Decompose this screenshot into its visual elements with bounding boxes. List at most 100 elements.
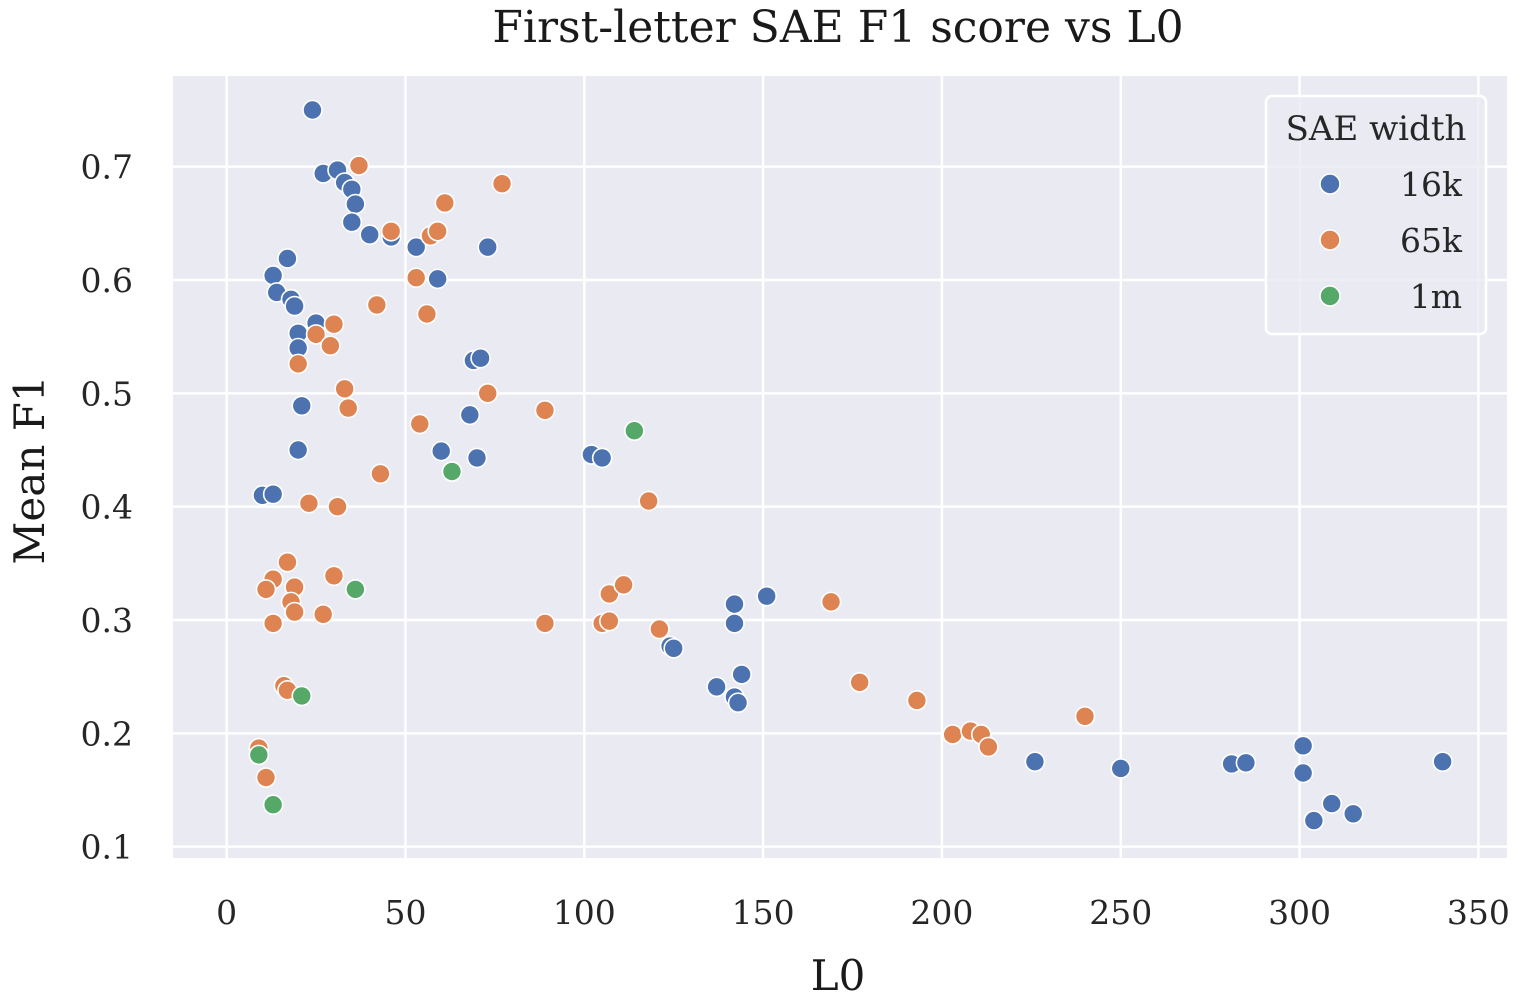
data-point-16k bbox=[285, 297, 304, 316]
data-point-16k bbox=[264, 266, 283, 285]
x-tick-label: 250 bbox=[1089, 893, 1152, 932]
data-point-1m bbox=[625, 421, 644, 440]
data-point-65k bbox=[614, 575, 633, 594]
x-tick-label: 100 bbox=[553, 893, 616, 932]
data-point-65k bbox=[328, 497, 347, 516]
scatter-chart: 0 50 100 150 200 250 300 350 0.10.20.30.40.50.6… bbox=[0, 0, 1523, 1008]
data-point-65k bbox=[535, 614, 554, 633]
legend-title: SAE width bbox=[1286, 109, 1467, 149]
x-tick-label: 50 bbox=[384, 893, 426, 932]
data-point-65k bbox=[407, 268, 426, 287]
data-point-16k bbox=[1322, 794, 1341, 813]
y-tick-label: 0.3 bbox=[81, 601, 133, 640]
x-tick-label: 350 bbox=[1447, 893, 1510, 932]
data-point-16k bbox=[1111, 759, 1130, 778]
data-point-16k bbox=[342, 213, 361, 232]
x-axis-label: L0 bbox=[811, 951, 866, 1000]
data-point-65k bbox=[285, 603, 304, 622]
data-point-16k bbox=[1294, 736, 1313, 755]
data-point-65k bbox=[417, 305, 436, 324]
data-point-65k bbox=[264, 614, 283, 633]
data-point-16k bbox=[707, 677, 726, 696]
data-point-65k bbox=[382, 222, 401, 241]
y-tick-label: 0.7 bbox=[81, 148, 133, 187]
data-point-16k bbox=[432, 442, 451, 461]
legend-label-65k: 65k bbox=[1400, 221, 1463, 260]
data-point-65k bbox=[335, 379, 354, 398]
data-point-16k bbox=[467, 448, 486, 467]
data-point-16k bbox=[428, 269, 447, 288]
data-point-16k bbox=[478, 238, 497, 257]
x-tick-label: 200 bbox=[910, 893, 973, 932]
data-point-16k bbox=[757, 587, 776, 606]
data-point-16k bbox=[732, 665, 751, 684]
data-point-65k bbox=[278, 553, 297, 572]
data-point-1m bbox=[264, 795, 283, 814]
data-point-65k bbox=[650, 620, 669, 639]
data-point-65k bbox=[371, 464, 390, 483]
data-point-65k bbox=[428, 222, 447, 241]
data-point-65k bbox=[410, 414, 429, 433]
data-point-16k bbox=[1236, 753, 1255, 772]
x-tick-labels: 0 50 100 150 200 250 300 350 bbox=[216, 893, 1510, 932]
data-point-16k bbox=[1433, 752, 1452, 771]
data-point-65k bbox=[435, 193, 454, 212]
data-point-65k bbox=[478, 384, 497, 403]
data-point-16k bbox=[1344, 804, 1363, 823]
data-point-65k bbox=[256, 580, 275, 599]
data-point-1m bbox=[346, 580, 365, 599]
data-point-16k bbox=[460, 405, 479, 424]
data-point-65k bbox=[1075, 707, 1094, 726]
data-point-16k bbox=[729, 693, 748, 712]
data-point-16k bbox=[292, 396, 311, 415]
data-point-65k bbox=[321, 336, 340, 355]
data-point-65k bbox=[324, 315, 343, 334]
data-point-16k bbox=[471, 349, 490, 368]
data-point-65k bbox=[639, 492, 658, 511]
data-point-16k bbox=[360, 225, 379, 244]
y-tick-label: 0.4 bbox=[81, 488, 133, 527]
y-axis-label: Mean F1 bbox=[5, 375, 54, 564]
data-point-65k bbox=[324, 566, 343, 585]
data-point-16k bbox=[289, 441, 308, 460]
data-point-65k bbox=[535, 401, 554, 420]
data-point-16k bbox=[278, 249, 297, 268]
data-point-1m bbox=[442, 462, 461, 481]
legend-label-16k: 16k bbox=[1400, 165, 1463, 204]
legend-marker-65k bbox=[1320, 230, 1340, 250]
data-point-65k bbox=[493, 174, 512, 193]
data-point-16k bbox=[725, 614, 744, 633]
data-point-1m bbox=[249, 745, 268, 764]
data-point-1m bbox=[292, 686, 311, 705]
data-point-16k bbox=[725, 595, 744, 614]
data-point-65k bbox=[943, 725, 962, 744]
data-point-65k bbox=[256, 768, 275, 787]
data-point-16k bbox=[664, 639, 683, 658]
y-tick-label: 0.6 bbox=[81, 261, 133, 300]
data-point-16k bbox=[1025, 752, 1044, 771]
data-point-65k bbox=[600, 612, 619, 631]
data-point-65k bbox=[339, 399, 358, 418]
data-point-16k bbox=[264, 485, 283, 504]
y-tick-labels: 0.1 0.2 0.3 0.4 0.5 0.6 0.7 bbox=[81, 148, 133, 867]
y-tick-label: 0.5 bbox=[81, 374, 133, 413]
data-point-65k bbox=[289, 354, 308, 373]
data-point-65k bbox=[349, 156, 368, 175]
data-point-65k bbox=[907, 691, 926, 710]
legend-marker-16k bbox=[1320, 174, 1340, 194]
data-point-65k bbox=[367, 295, 386, 314]
data-point-65k bbox=[850, 673, 869, 692]
data-point-16k bbox=[593, 448, 612, 467]
legend-marker-1m bbox=[1320, 286, 1340, 306]
data-point-65k bbox=[979, 737, 998, 756]
x-tick-label: 300 bbox=[1268, 893, 1331, 932]
data-point-65k bbox=[299, 494, 318, 513]
data-point-16k bbox=[303, 101, 322, 120]
y-tick-label: 0.2 bbox=[81, 714, 133, 753]
y-tick-label: 0.1 bbox=[81, 828, 133, 867]
data-point-16k bbox=[1294, 764, 1313, 783]
chart-title: First-letter SAE F1 score vs L0 bbox=[492, 2, 1183, 53]
data-point-16k bbox=[1304, 811, 1323, 830]
x-tick-label: 150 bbox=[732, 893, 795, 932]
legend: SAE width 16k 65k 1m bbox=[1266, 96, 1486, 334]
